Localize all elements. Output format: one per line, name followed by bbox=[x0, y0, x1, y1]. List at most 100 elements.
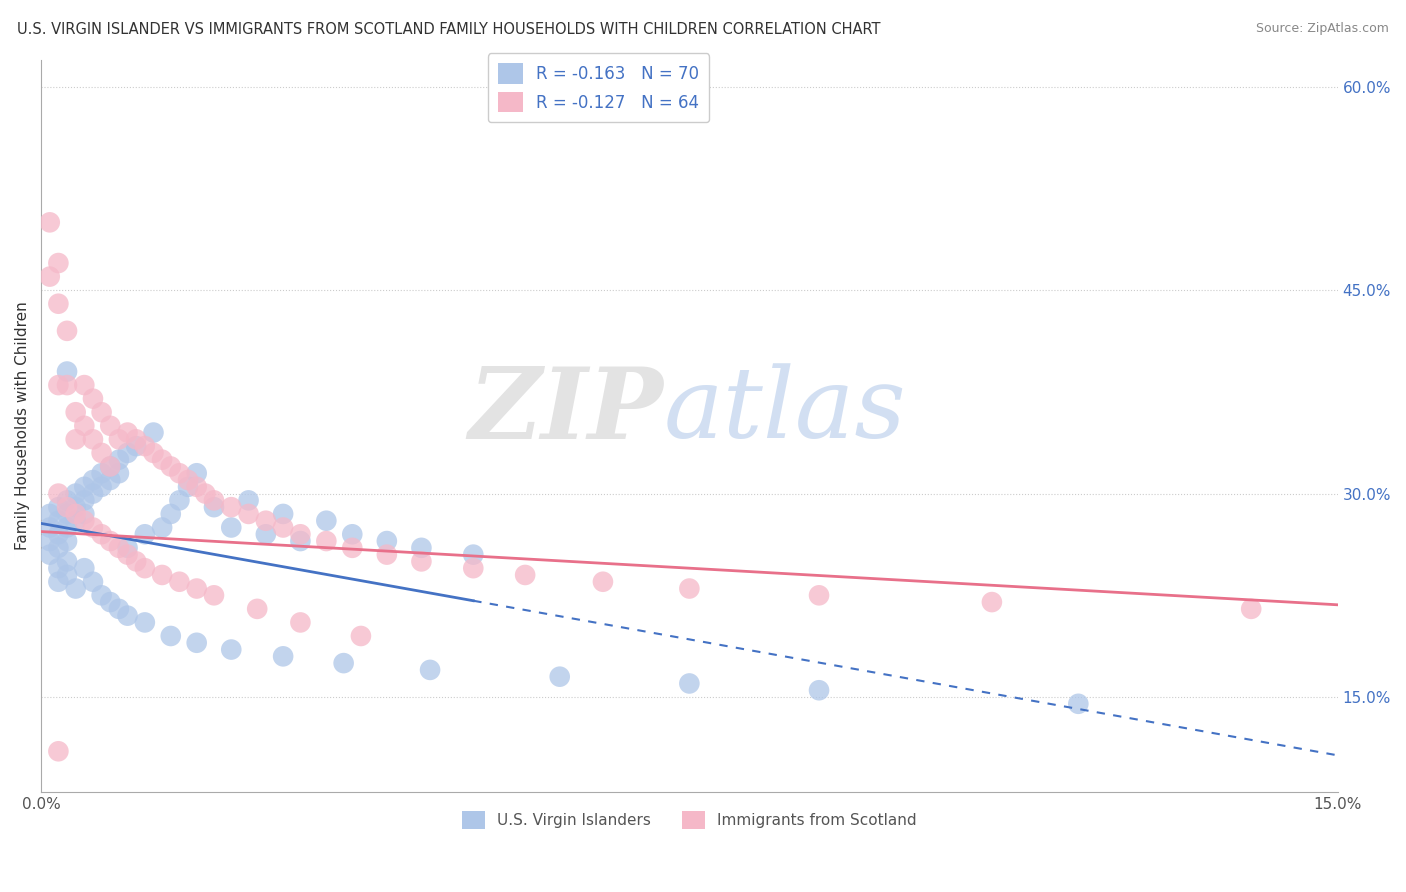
Point bbox=[65, 433, 87, 447]
Point bbox=[186, 582, 208, 596]
Point bbox=[65, 486, 87, 500]
Point bbox=[219, 520, 242, 534]
Point bbox=[108, 433, 131, 447]
Point bbox=[134, 615, 156, 630]
Point bbox=[48, 514, 70, 528]
Point bbox=[48, 500, 70, 515]
Point bbox=[48, 296, 70, 310]
Point bbox=[134, 527, 156, 541]
Point bbox=[98, 459, 121, 474]
Point bbox=[73, 378, 96, 392]
Point bbox=[186, 636, 208, 650]
Point bbox=[150, 452, 173, 467]
Point bbox=[73, 514, 96, 528]
Point bbox=[48, 574, 70, 589]
Point bbox=[82, 520, 104, 534]
Point bbox=[125, 433, 148, 447]
Point bbox=[117, 425, 139, 440]
Point bbox=[48, 486, 70, 500]
Point bbox=[202, 493, 225, 508]
Point bbox=[98, 459, 121, 474]
Point bbox=[177, 473, 200, 487]
Point bbox=[73, 418, 96, 433]
Point bbox=[150, 520, 173, 534]
Point bbox=[548, 670, 571, 684]
Point bbox=[125, 554, 148, 568]
Point bbox=[73, 507, 96, 521]
Point bbox=[463, 548, 485, 562]
Point bbox=[90, 480, 112, 494]
Point bbox=[808, 683, 831, 698]
Point bbox=[375, 534, 398, 549]
Text: ZIP: ZIP bbox=[468, 363, 664, 459]
Point bbox=[290, 615, 312, 630]
Point bbox=[194, 486, 217, 500]
Point bbox=[82, 392, 104, 406]
Point bbox=[98, 473, 121, 487]
Point bbox=[108, 602, 131, 616]
Point bbox=[678, 676, 700, 690]
Point bbox=[48, 561, 70, 575]
Legend: U.S. Virgin Islanders, Immigrants from Scotland: U.S. Virgin Islanders, Immigrants from S… bbox=[456, 805, 922, 836]
Point bbox=[375, 548, 398, 562]
Point bbox=[592, 574, 614, 589]
Point bbox=[271, 649, 294, 664]
Point bbox=[186, 480, 208, 494]
Point bbox=[38, 507, 60, 521]
Point bbox=[117, 548, 139, 562]
Point bbox=[177, 480, 200, 494]
Point bbox=[48, 527, 70, 541]
Point bbox=[48, 541, 70, 555]
Point bbox=[238, 493, 260, 508]
Point bbox=[290, 527, 312, 541]
Point bbox=[186, 467, 208, 481]
Point bbox=[65, 514, 87, 528]
Point bbox=[219, 642, 242, 657]
Point bbox=[678, 582, 700, 596]
Point bbox=[73, 493, 96, 508]
Point bbox=[108, 452, 131, 467]
Point bbox=[463, 561, 485, 575]
Point bbox=[315, 514, 337, 528]
Point bbox=[202, 588, 225, 602]
Point bbox=[73, 480, 96, 494]
Point bbox=[56, 324, 79, 338]
Point bbox=[48, 256, 70, 270]
Point bbox=[142, 425, 165, 440]
Point bbox=[315, 534, 337, 549]
Point bbox=[38, 215, 60, 229]
Point bbox=[117, 608, 139, 623]
Point bbox=[117, 446, 139, 460]
Point bbox=[38, 520, 60, 534]
Point bbox=[254, 514, 277, 528]
Point bbox=[98, 418, 121, 433]
Point bbox=[82, 486, 104, 500]
Point bbox=[142, 446, 165, 460]
Point bbox=[56, 520, 79, 534]
Point bbox=[411, 541, 433, 555]
Text: U.S. VIRGIN ISLANDER VS IMMIGRANTS FROM SCOTLAND FAMILY HOUSEHOLDS WITH CHILDREN: U.S. VIRGIN ISLANDER VS IMMIGRANTS FROM … bbox=[17, 22, 880, 37]
Point bbox=[108, 541, 131, 555]
Point bbox=[246, 602, 269, 616]
Point bbox=[65, 500, 87, 515]
Point bbox=[98, 595, 121, 609]
Point bbox=[419, 663, 441, 677]
Point bbox=[125, 439, 148, 453]
Text: Source: ZipAtlas.com: Source: ZipAtlas.com bbox=[1256, 22, 1389, 36]
Point bbox=[271, 520, 294, 534]
Point bbox=[90, 588, 112, 602]
Point bbox=[980, 595, 1002, 609]
Point bbox=[56, 365, 79, 379]
Point bbox=[350, 629, 373, 643]
Point bbox=[90, 467, 112, 481]
Point bbox=[342, 541, 364, 555]
Point bbox=[108, 467, 131, 481]
Point bbox=[202, 500, 225, 515]
Point bbox=[56, 493, 79, 508]
Point bbox=[159, 459, 181, 474]
Point bbox=[117, 541, 139, 555]
Point bbox=[56, 500, 79, 515]
Point bbox=[56, 554, 79, 568]
Point bbox=[82, 574, 104, 589]
Point bbox=[169, 574, 191, 589]
